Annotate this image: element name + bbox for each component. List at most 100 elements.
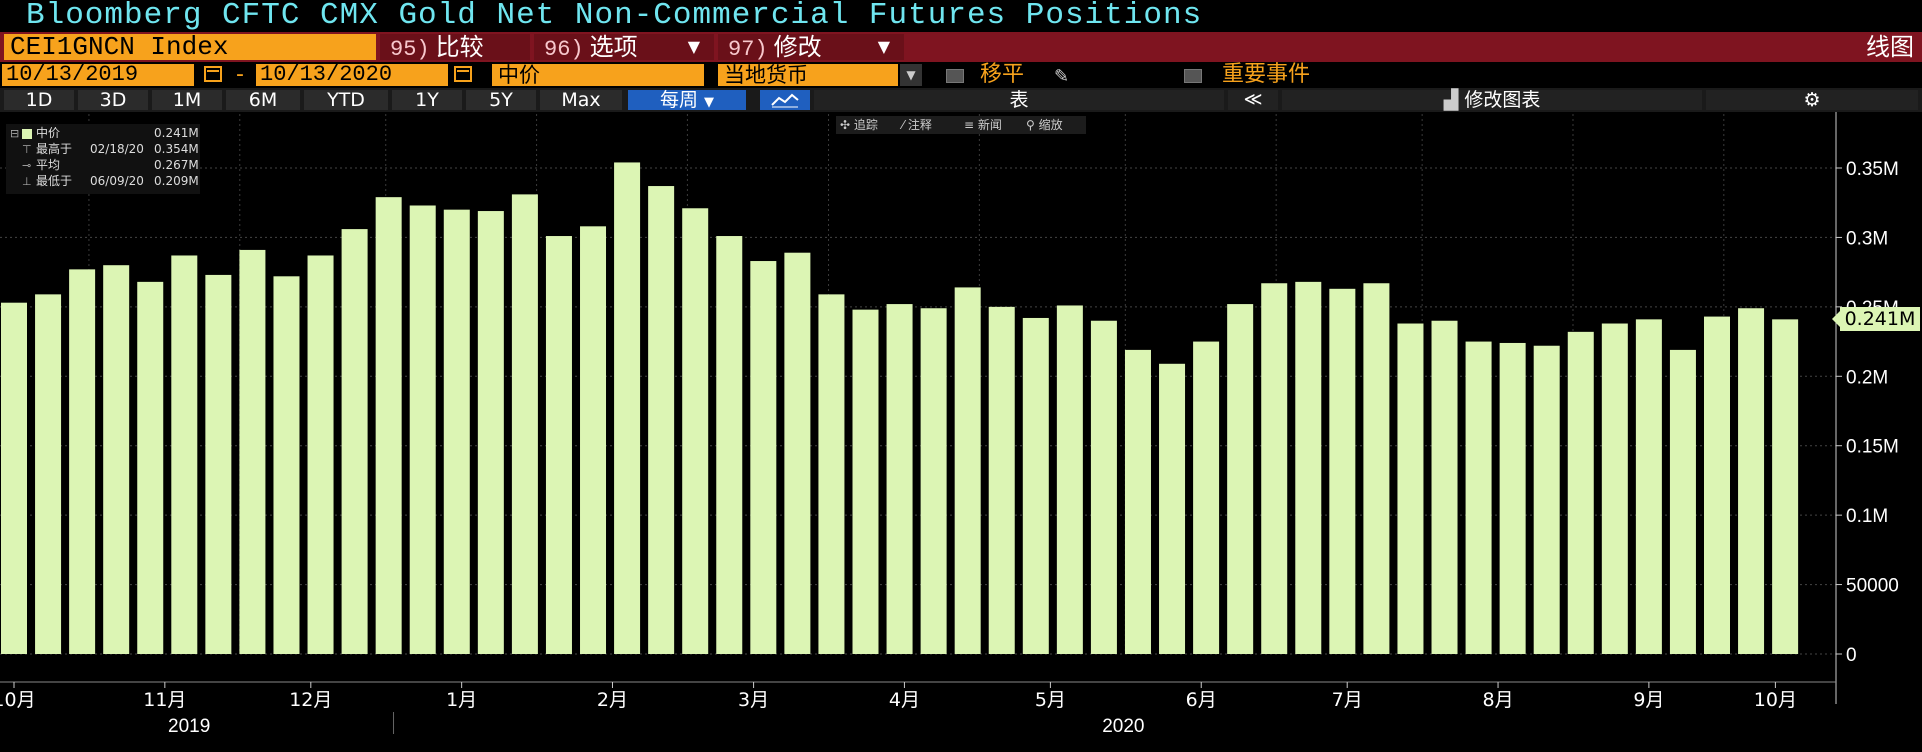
table-button[interactable]: 表 (814, 90, 1224, 110)
bar (1227, 304, 1254, 654)
bar (1261, 283, 1288, 654)
line-chart-icon[interactable] (760, 90, 810, 110)
currency-select[interactable]: 当地货币 (718, 64, 898, 86)
zoom-button[interactable]: ⚲ 缩放 (1022, 116, 1086, 134)
x-tick-label: 1月 (446, 689, 477, 711)
toolbar: 1D 3D 1M 6M YTD 1Y 5Y Max 每周 ▼ 表 ≪ ▟ 修改图… (0, 88, 1922, 112)
edit-button[interactable]: 97) 修改 ▼ (718, 33, 904, 62)
range-5y-button[interactable]: 5Y (466, 90, 536, 110)
edit-label: 修改 (773, 33, 822, 61)
legend-series-value: 0.241M (154, 126, 199, 140)
range-ytd-button[interactable]: YTD (304, 90, 388, 110)
x-tick-label: 2月 (597, 689, 628, 711)
collapse-icon[interactable]: ≪ (1228, 90, 1278, 110)
bar (784, 252, 811, 654)
bar (852, 309, 879, 654)
frequency-label: 每周 (659, 89, 698, 111)
bar (443, 209, 470, 654)
low-marker-icon: ⊥ (22, 175, 32, 188)
bar (886, 304, 913, 654)
compare-label: 比较 (435, 33, 484, 61)
bar (1704, 316, 1730, 654)
x-tick-label: 10月 (1754, 689, 1797, 711)
pen-icon: ⁄ (902, 118, 908, 132)
end-date-field[interactable]: 10/13/2020 (256, 64, 448, 86)
chart-legend: ⊟ 中价 0.241M ⊤ 最高于 02/18/20 0.354M ⊸ 平均 0… (6, 124, 200, 194)
note-label: 注释 (907, 118, 932, 132)
x-tick-label: 10月 (0, 689, 36, 711)
bar (273, 276, 300, 654)
bar (1567, 331, 1594, 654)
y-tick-label: 50000 (1846, 576, 1899, 597)
bar (307, 255, 334, 655)
range-1d-button[interactable]: 1D (4, 90, 74, 110)
legend-low-label: 最低于 (36, 174, 73, 188)
legend-high-row: ⊤ 最高于 02/18/20 0.354M (6, 142, 200, 157)
bar (818, 294, 845, 654)
bar (103, 265, 130, 654)
frequency-select[interactable]: 每周 ▼ (628, 90, 746, 110)
chevron-down-icon[interactable]: ▼ (900, 64, 922, 86)
chevron-down-icon: ▼ (687, 37, 700, 56)
bar (750, 261, 777, 654)
options-label: 选项 (589, 33, 638, 61)
compare-button[interactable]: 95) 比较 (380, 33, 530, 62)
x-tick-label: 4月 (889, 689, 920, 711)
legend-low-date: 06/09/20 (90, 174, 144, 188)
chart-type-label[interactable]: 线图 (1866, 33, 1914, 61)
magnifier-icon: ⚲ (1026, 118, 1039, 132)
range-3d-button[interactable]: 3D (78, 90, 148, 110)
legend-series-row[interactable]: ⊟ 中价 0.241M (6, 126, 200, 141)
x-tick-label: 6月 (1186, 689, 1217, 711)
chevron-down-icon: ▼ (704, 95, 715, 110)
bar (1329, 288, 1356, 654)
zoom-label: 缩放 (1038, 118, 1063, 132)
chart-area: 0500000.1M0.15M0.2M0.25M0.3M0.35M10月11月1… (0, 112, 1922, 752)
options-button[interactable]: 96) 选项 ▼ (534, 33, 714, 62)
x-tick-label: 11月 (143, 689, 186, 711)
gear-icon[interactable]: ⚙ (1706, 90, 1918, 110)
range-1m-button[interactable]: 1M (152, 90, 222, 110)
calendar-icon[interactable] (204, 66, 222, 82)
edit-chart-label: 修改图表 (1464, 89, 1541, 111)
x-tick-label: 5月 (1035, 689, 1066, 711)
y-tick-label: 0 (1846, 645, 1857, 666)
legend-avg-value: 0.267M (154, 158, 199, 172)
bar (1431, 320, 1458, 654)
price-field-select[interactable]: 中价 (492, 64, 704, 86)
range-1y-button[interactable]: 1Y (392, 90, 462, 110)
moving-avg-checkbox[interactable] (946, 69, 964, 83)
bar (1669, 349, 1696, 654)
bar (1533, 345, 1560, 654)
bar (1056, 305, 1083, 654)
range-max-button[interactable]: Max (540, 90, 622, 110)
bar (1499, 342, 1526, 654)
news-label: 新闻 (977, 118, 1002, 132)
last-value-tag: 0.241M (1832, 307, 1920, 331)
news-button[interactable]: ≡ 新闻 (960, 116, 1024, 134)
pencil-icon[interactable]: ✎ (1054, 66, 1070, 87)
edit-num: 97) (728, 37, 768, 62)
events-checkbox[interactable] (1184, 69, 1202, 83)
moving-avg-label: 移平 (980, 62, 1025, 87)
x-tick-label: 3月 (738, 689, 769, 711)
bar (69, 269, 96, 654)
bar (1159, 363, 1186, 654)
track-button[interactable]: ✣ 追踪 (836, 116, 900, 134)
bar (35, 294, 62, 654)
range-6m-button[interactable]: 6M (226, 90, 300, 110)
bar (375, 197, 402, 654)
legend-low-value: 0.209M (154, 174, 199, 188)
bar (1465, 341, 1492, 654)
bar (988, 306, 1015, 654)
legend-low-row: ⊥ 最低于 06/09/20 0.209M (6, 174, 200, 189)
bar (1124, 349, 1151, 654)
calendar-icon[interactable] (454, 66, 472, 82)
note-button[interactable]: ⁄ 注释 (898, 116, 962, 134)
edit-chart-button[interactable]: ▟ 修改图表 (1282, 90, 1702, 110)
y-tick-label: 0.3M (1846, 228, 1888, 249)
x-tick-label: 9月 (1633, 689, 1664, 711)
start-date-field[interactable]: 10/13/2019 (2, 64, 194, 86)
bar (1397, 323, 1424, 654)
ticker-field[interactable]: CEI1GNCN Index (4, 34, 376, 60)
